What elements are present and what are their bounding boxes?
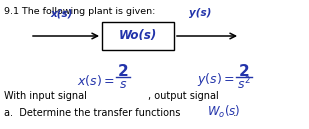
- Text: $\mathit{y(s)} =$: $\mathit{y(s)} =$: [197, 71, 235, 88]
- Text: With input signal: With input signal: [4, 91, 87, 101]
- Text: x(s): x(s): [51, 8, 73, 18]
- Text: 2: 2: [118, 64, 128, 79]
- Text: Wo(s): Wo(s): [119, 30, 157, 42]
- Text: 9.1 The following plant is given:: 9.1 The following plant is given:: [4, 7, 155, 16]
- Text: , output signal: , output signal: [148, 91, 219, 101]
- Text: 2: 2: [239, 64, 249, 79]
- Bar: [102, 22, 174, 50]
- Text: $\mathit{W_o(s)}$: $\mathit{W_o(s)}$: [207, 104, 240, 120]
- Text: $\mathit{s}^2$: $\mathit{s}^2$: [237, 76, 251, 92]
- Text: $\mathit{x(s)} =$: $\mathit{x(s)} =$: [77, 72, 115, 87]
- Text: y(s): y(s): [189, 8, 211, 18]
- Text: .: .: [233, 108, 237, 118]
- Text: $\mathit{s}$: $\mathit{s}$: [119, 78, 127, 91]
- Text: a.  Determine the transfer functions: a. Determine the transfer functions: [4, 108, 180, 118]
